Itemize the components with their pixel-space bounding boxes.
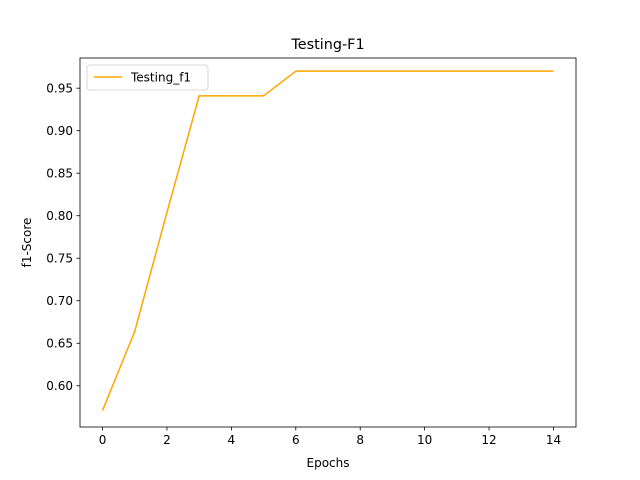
x-tick-label: 8 <box>356 433 364 447</box>
x-tick-label: 14 <box>546 433 561 447</box>
x-tick-label: 6 <box>292 433 300 447</box>
x-tick-label: 4 <box>228 433 236 447</box>
x-axis-label: Epochs <box>307 456 350 470</box>
x-tick-label: 0 <box>99 433 107 447</box>
y-tick-label: 0.65 <box>46 337 73 351</box>
x-tick-label: 2 <box>163 433 171 447</box>
plot-area <box>79 57 577 428</box>
y-tick-label: 0.90 <box>46 124 73 138</box>
y-tick-label: 0.85 <box>46 167 73 181</box>
y-axis-label: f1-Score <box>20 218 34 268</box>
legend-label: Testing_f1 <box>130 71 191 85</box>
y-axis: 0.60 0.65 0.70 0.75 0.80 0.85 0.90 0.95 <box>46 81 80 393</box>
series-layer <box>101 70 554 411</box>
y-tick-label: 0.75 <box>46 252 73 266</box>
plot-frame <box>79 57 577 428</box>
x-tick-label: 10 <box>417 433 432 447</box>
y-tick-label: 0.80 <box>46 209 73 223</box>
legend: Testing_f1 <box>86 64 209 91</box>
chart-title: Testing-F1 <box>290 37 364 53</box>
x-tick-label: 12 <box>481 433 496 447</box>
x-axis: 0 2 4 6 8 10 12 14 <box>99 427 561 447</box>
series-line <box>101 70 554 411</box>
y-tick-label: 0.95 <box>46 81 73 95</box>
legend-box <box>86 64 209 91</box>
y-tick-label: 0.70 <box>46 294 73 308</box>
y-tick-label: 0.60 <box>46 379 73 393</box>
